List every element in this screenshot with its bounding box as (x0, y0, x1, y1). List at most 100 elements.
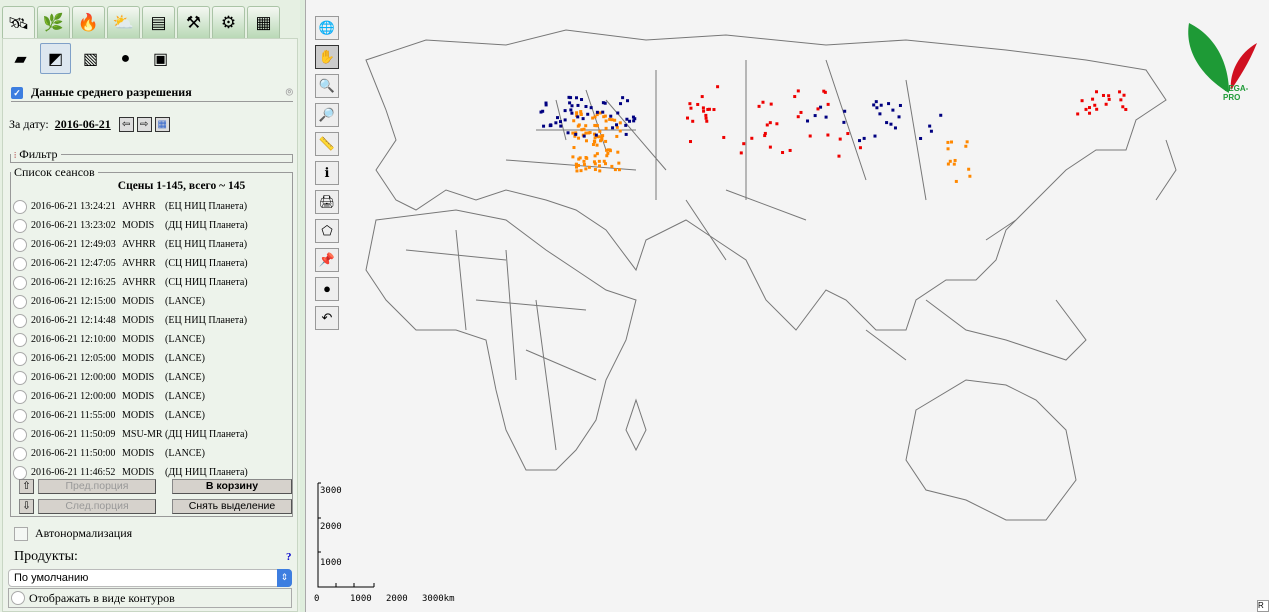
fire-point (761, 100, 765, 104)
fire-point (574, 165, 578, 169)
session-radio[interactable] (13, 313, 27, 328)
zoom-to-globe-tool[interactable]: 🌐 (315, 16, 339, 40)
fire-point (712, 108, 716, 112)
session-radio[interactable] (13, 256, 27, 271)
session-row[interactable]: 2016-06-21 12:16:25 AVHRR (СЦ НИЦ Планета) (11, 273, 292, 292)
section-checkbox[interactable]: ✓ (11, 86, 23, 99)
fire-point (603, 101, 607, 105)
date-value[interactable]: 2016-06-21 (54, 117, 111, 131)
scroll-up-button[interactable]: ⇧ (19, 479, 34, 494)
world-map[interactable]: 3000 2000 1000 0 1000 2000 3000km (306, 0, 1269, 612)
tools-icon: ⚒ (185, 12, 202, 32)
session-row[interactable]: 2016-06-21 11:50:00 MODIS (LANCE) (11, 444, 292, 463)
subtab-mosaic[interactable]: ▧ (75, 43, 106, 74)
session-row[interactable]: 2016-06-21 11:55:00 MODIS (LANCE) (11, 406, 292, 425)
autonorm-row: Автонормализация (14, 526, 132, 541)
session-row[interactable]: 2016-06-21 12:47:05 AVHRR (СЦ НИЦ Планета) (11, 254, 292, 273)
info-tool[interactable]: ℹ (315, 161, 339, 185)
products-select[interactable]: По умолчанию ⇕ (8, 569, 292, 587)
next-date-button[interactable]: ⇨ (136, 117, 152, 132)
contours-radio[interactable] (11, 591, 25, 605)
tab-satellite[interactable]: 🛰 (2, 6, 35, 40)
session-row[interactable]: 2016-06-21 12:49:03 AVHRR (ЕЦ НИЦ Планета) (11, 235, 292, 254)
tab-fire[interactable]: 🔥 (72, 6, 105, 38)
pin-add-tool[interactable]: 📌 (315, 248, 339, 272)
prev-date-button[interactable]: ⇦ (118, 117, 134, 132)
session-row[interactable]: 2016-06-21 12:00:00 MODIS (LANCE) (11, 368, 292, 387)
subtab-globe[interactable]: ● (110, 43, 141, 74)
session-radio[interactable] (13, 427, 27, 442)
ruler-tool[interactable]: 📏 (315, 132, 339, 156)
session-radio[interactable] (13, 199, 27, 214)
prev-portion-button[interactable]: Пред.порция (38, 479, 156, 494)
deselect-button[interactable]: Снять выделение (172, 499, 292, 514)
session-radio[interactable] (13, 408, 27, 423)
pan-hand-tool[interactable]: ✋ (315, 45, 339, 69)
session-radio[interactable] (13, 465, 27, 480)
zoom-out-tool[interactable]: 🔎 (315, 103, 339, 127)
fire-point (813, 114, 817, 118)
tab-layers[interactable]: ▤ (142, 6, 175, 38)
session-source: (LANCE) (165, 296, 205, 307)
mosaic-icon: ▧ (82, 50, 99, 68)
session-radio[interactable] (13, 351, 27, 366)
session-radio[interactable] (13, 370, 27, 385)
fire-point (595, 110, 599, 114)
session-row[interactable]: 2016-06-21 11:50:09 MSU-MR (ДЦ НИЦ Планета… (11, 425, 292, 444)
session-radio[interactable] (13, 446, 27, 461)
session-radio[interactable] (13, 332, 27, 347)
polygon-select-tool[interactable]: ⬠ (315, 219, 339, 243)
session-row[interactable]: 2016-06-21 13:23:02 MODIS (ДЦ НИЦ Планета) (11, 216, 292, 235)
map-corner-control[interactable]: R (1257, 600, 1269, 612)
session-radio[interactable] (13, 294, 27, 309)
session-radio[interactable] (13, 389, 27, 404)
fire-point (775, 122, 779, 126)
fire-point (575, 111, 579, 115)
zoom-box-tool[interactable]: 🔍 (315, 74, 339, 98)
fire-point (559, 124, 563, 128)
fire-point (1095, 107, 1099, 111)
filter-section[interactable]: ⁞ Фильтр (10, 147, 293, 163)
tab-weather[interactable]: ⛅ (107, 6, 140, 38)
tab-table[interactable]: ▦ (247, 6, 280, 38)
undo-icon: ↶ (321, 310, 333, 325)
session-row[interactable]: 2016-06-21 12:05:00 MODIS (LANCE) (11, 349, 292, 368)
fire-point (574, 162, 578, 166)
japan (1155, 139, 1177, 201)
tab-tools[interactable]: ⚒ (177, 6, 210, 38)
fire-point (631, 115, 635, 119)
scroll-down-button[interactable]: ⇩ (19, 499, 34, 514)
map-view[interactable]: 3000 2000 1000 0 1000 2000 3000km 🌐 ✋ 🔍 🔎 📏 ℹ… (305, 0, 1269, 612)
fire-point (704, 116, 708, 120)
session-radio[interactable] (13, 218, 27, 233)
session-row[interactable]: 2016-06-21 12:15:00 MODIS (LANCE) (11, 292, 292, 311)
filter-label[interactable]: Фильтр (19, 147, 58, 161)
next-portion-button[interactable]: След.порция (38, 499, 156, 514)
calendar-button[interactable]: ▦ (154, 117, 170, 132)
session-row[interactable]: 2016-06-21 12:00:00 MODIS (LANCE) (11, 387, 292, 406)
session-radio[interactable] (13, 275, 27, 290)
scale-v-1000: 1000 (320, 558, 342, 568)
fire-point (878, 112, 882, 116)
fire-point (1107, 97, 1111, 101)
session-radio[interactable] (13, 237, 27, 252)
undo-tool[interactable]: ↶ (315, 306, 339, 330)
tab-gear[interactable]: ⚙ (212, 6, 245, 38)
session-source: (LANCE) (165, 372, 205, 383)
subtab-swath[interactable]: ◩ (40, 43, 71, 74)
google-earth-tool[interactable]: ● (315, 277, 339, 301)
products-help-link[interactable]: ? (286, 551, 292, 563)
autonorm-checkbox[interactable] (14, 526, 28, 541)
fire-point (594, 124, 598, 128)
session-row[interactable]: 2016-06-21 12:14:48 MODIS (ЕЦ НИЦ Планета) (11, 311, 292, 330)
tab-leaves[interactable]: 🌿 (37, 6, 70, 38)
print-tool[interactable]: 🖨 (315, 190, 339, 214)
fire-point (879, 103, 883, 107)
session-row[interactable]: 2016-06-21 12:10:00 MODIS (LANCE) (11, 330, 292, 349)
subtab-scene[interactable]: ▰ (5, 43, 36, 74)
session-row[interactable]: 2016-06-21 13:24:21 AVHRR (ЕЦ НИЦ Планета) (11, 197, 292, 216)
add-to-basket-button[interactable]: В корзину (172, 479, 292, 494)
fire-point (558, 120, 562, 124)
subtab-product-map[interactable]: ▣ (145, 43, 176, 74)
fire-point (874, 100, 878, 104)
